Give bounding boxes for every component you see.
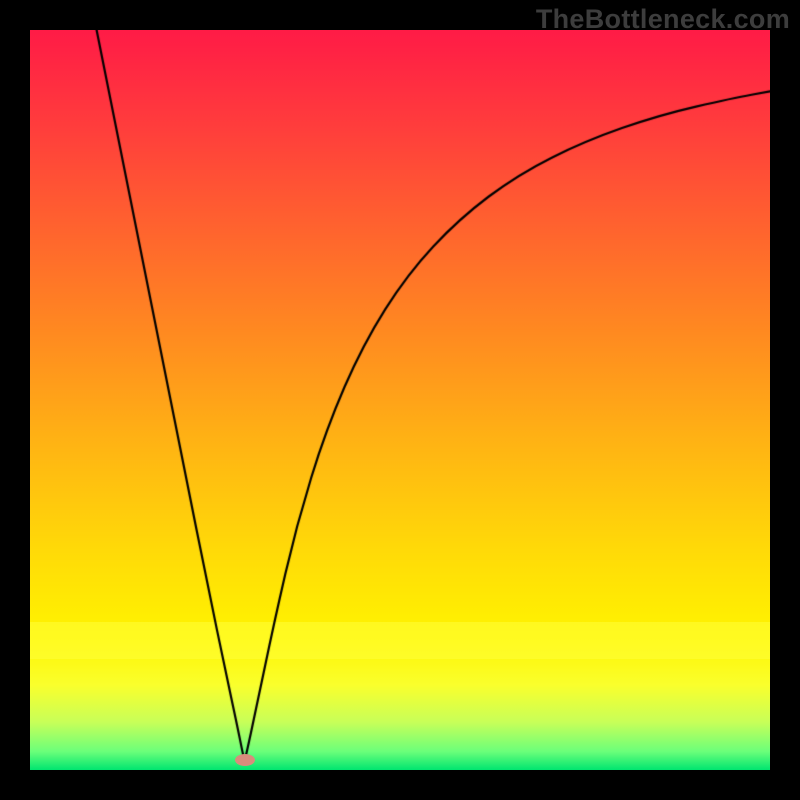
chart-frame: TheBottleneck.com — [0, 0, 800, 800]
yellow-highlight-band — [30, 622, 770, 659]
gradient-background — [30, 30, 770, 770]
plot-area — [30, 30, 770, 770]
watermark-text: TheBottleneck.com — [536, 4, 790, 35]
